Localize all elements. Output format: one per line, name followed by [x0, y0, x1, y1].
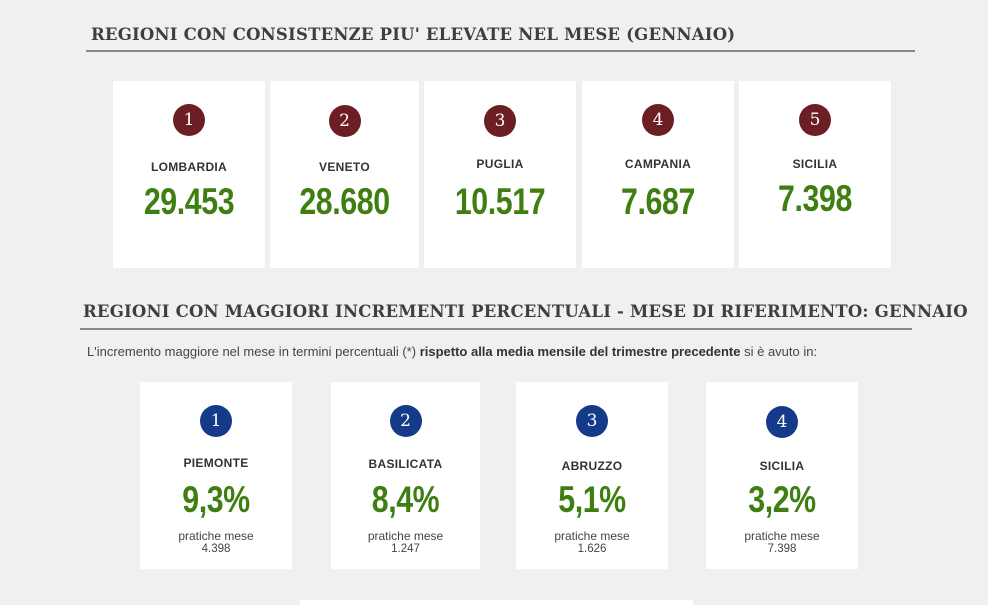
pratiche-label: pratiche mese	[554, 529, 630, 543]
increment-card-1: 1 PIEMONTE 9,3% pratiche mese 4.398	[140, 382, 292, 569]
increment-value: 8,4%	[371, 479, 440, 520]
pratiche-value: 4.398	[201, 543, 231, 555]
region-value: 7.398	[778, 178, 852, 219]
rank-badge: 3	[484, 105, 516, 137]
region-value: 10.517	[454, 181, 546, 222]
region-name: SICILIA	[792, 157, 838, 171]
region-name: VENETO	[319, 160, 370, 174]
region-card-2: 2 VENETO 28.680	[270, 81, 419, 268]
intro-text-pre: L'incremento maggiore nel mese in termin…	[87, 344, 420, 359]
region-card-4: 4 CAMPANIA 7.687	[582, 81, 734, 268]
increment-card-4: 4 SICILIA 3,2% pratiche mese 7.398	[706, 382, 858, 569]
increment-card-3: 3 ABRUZZO 5,1% pratiche mese 1.626	[516, 382, 668, 569]
pratiche-value: 1.247	[391, 543, 420, 555]
pratiche-label: pratiche mese	[744, 529, 820, 543]
rank-badge: 1	[200, 405, 232, 437]
pratiche-value: 1.626	[577, 543, 607, 555]
region-name: PUGLIA	[476, 157, 524, 171]
intro-text-bold: rispetto alla media mensile del trimestr…	[419, 344, 741, 359]
region-card-1: 1 LOMBARDIA 29.453	[113, 81, 265, 268]
region-value: 7.687	[621, 181, 695, 222]
section-divider	[80, 328, 912, 330]
rank-badge: 3	[576, 405, 608, 437]
region-value: 28.680	[299, 181, 390, 222]
region-name: CAMPANIA	[624, 157, 692, 171]
section-divider	[86, 50, 915, 52]
increment-value: 3,2%	[748, 479, 816, 520]
rank-badge: 1	[173, 104, 205, 136]
rank-badge: 5	[799, 104, 831, 136]
section-title-incrementi: REGIONI CON MAGGIORI INCREMENTI PERCENTU…	[83, 302, 968, 321]
region-name: ABRUZZO	[561, 459, 623, 473]
increment-value: 5,1%	[558, 479, 626, 520]
rank-badge: 4	[766, 406, 798, 438]
increment-value: 9,3%	[182, 479, 250, 520]
region-card-3: 3 PUGLIA 10.517	[424, 81, 576, 268]
region-name: SICILIA	[759, 459, 805, 473]
pratiche-label: pratiche mese	[367, 529, 444, 543]
pratiche-label: pratiche mese	[178, 529, 254, 543]
intro-text-post: si è avuto in:	[740, 344, 818, 359]
region-card-5: 5 SICILIA 7.398	[739, 81, 891, 268]
section-title-consistenze: REGIONI CON CONSISTENZE PIU' ELEVATE NEL…	[91, 25, 736, 44]
rank-badge: 2	[389, 405, 422, 437]
intro-text: L'incremento maggiore nel mese in termin…	[87, 344, 817, 359]
rank-badge: 2	[328, 105, 361, 137]
increment-card-2: 2 BASILICATA 8,4% pratiche mese 1.247	[331, 382, 480, 569]
region-name: LOMBARDIA	[150, 160, 228, 174]
pratiche-value: 7.398	[767, 543, 797, 555]
region-name: BASILICATA	[368, 457, 443, 471]
next-section-card	[300, 600, 693, 605]
region-name: PIEMONTE	[183, 456, 249, 470]
rank-badge: 4	[642, 104, 674, 136]
region-value: 29.453	[143, 181, 235, 222]
